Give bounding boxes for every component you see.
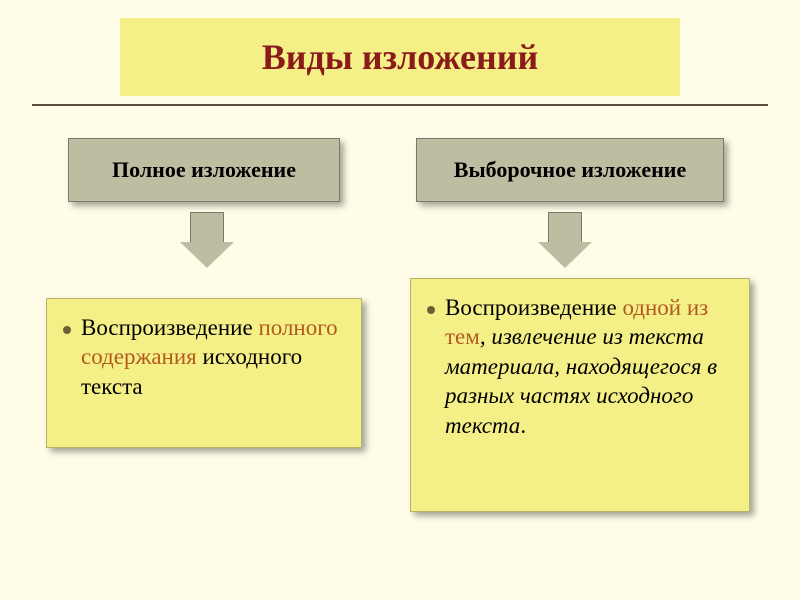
title-band: Виды изложений (120, 18, 680, 96)
list-item: Воспроизведение одной из тем, извлечение… (445, 293, 733, 440)
list-item: Воспроизведение полного содержания исход… (81, 313, 345, 401)
bullet-icon (427, 306, 435, 314)
bullet-icon (63, 326, 71, 334)
arrow-down-icon (180, 212, 234, 268)
desc-box-full: Воспроизведение полного содержания исход… (46, 298, 362, 448)
slide: Виды изложений Полное изложение Выборочн… (0, 0, 800, 600)
type-box-full: Полное изложение (68, 138, 340, 202)
desc-text: Воспроизведение одной из тем, извлечение… (445, 295, 717, 438)
desc-text: Воспроизведение полного содержания исход… (81, 315, 338, 399)
type-label-selective: Выборочное изложение (454, 157, 686, 183)
type-label-full: Полное изложение (112, 157, 296, 183)
desc-box-selective: Воспроизведение одной из тем, извлечение… (410, 278, 750, 512)
slide-title: Виды изложений (262, 36, 538, 78)
type-box-selective: Выборочное изложение (416, 138, 724, 202)
arrow-down-icon (538, 212, 592, 268)
divider-line (32, 104, 768, 106)
